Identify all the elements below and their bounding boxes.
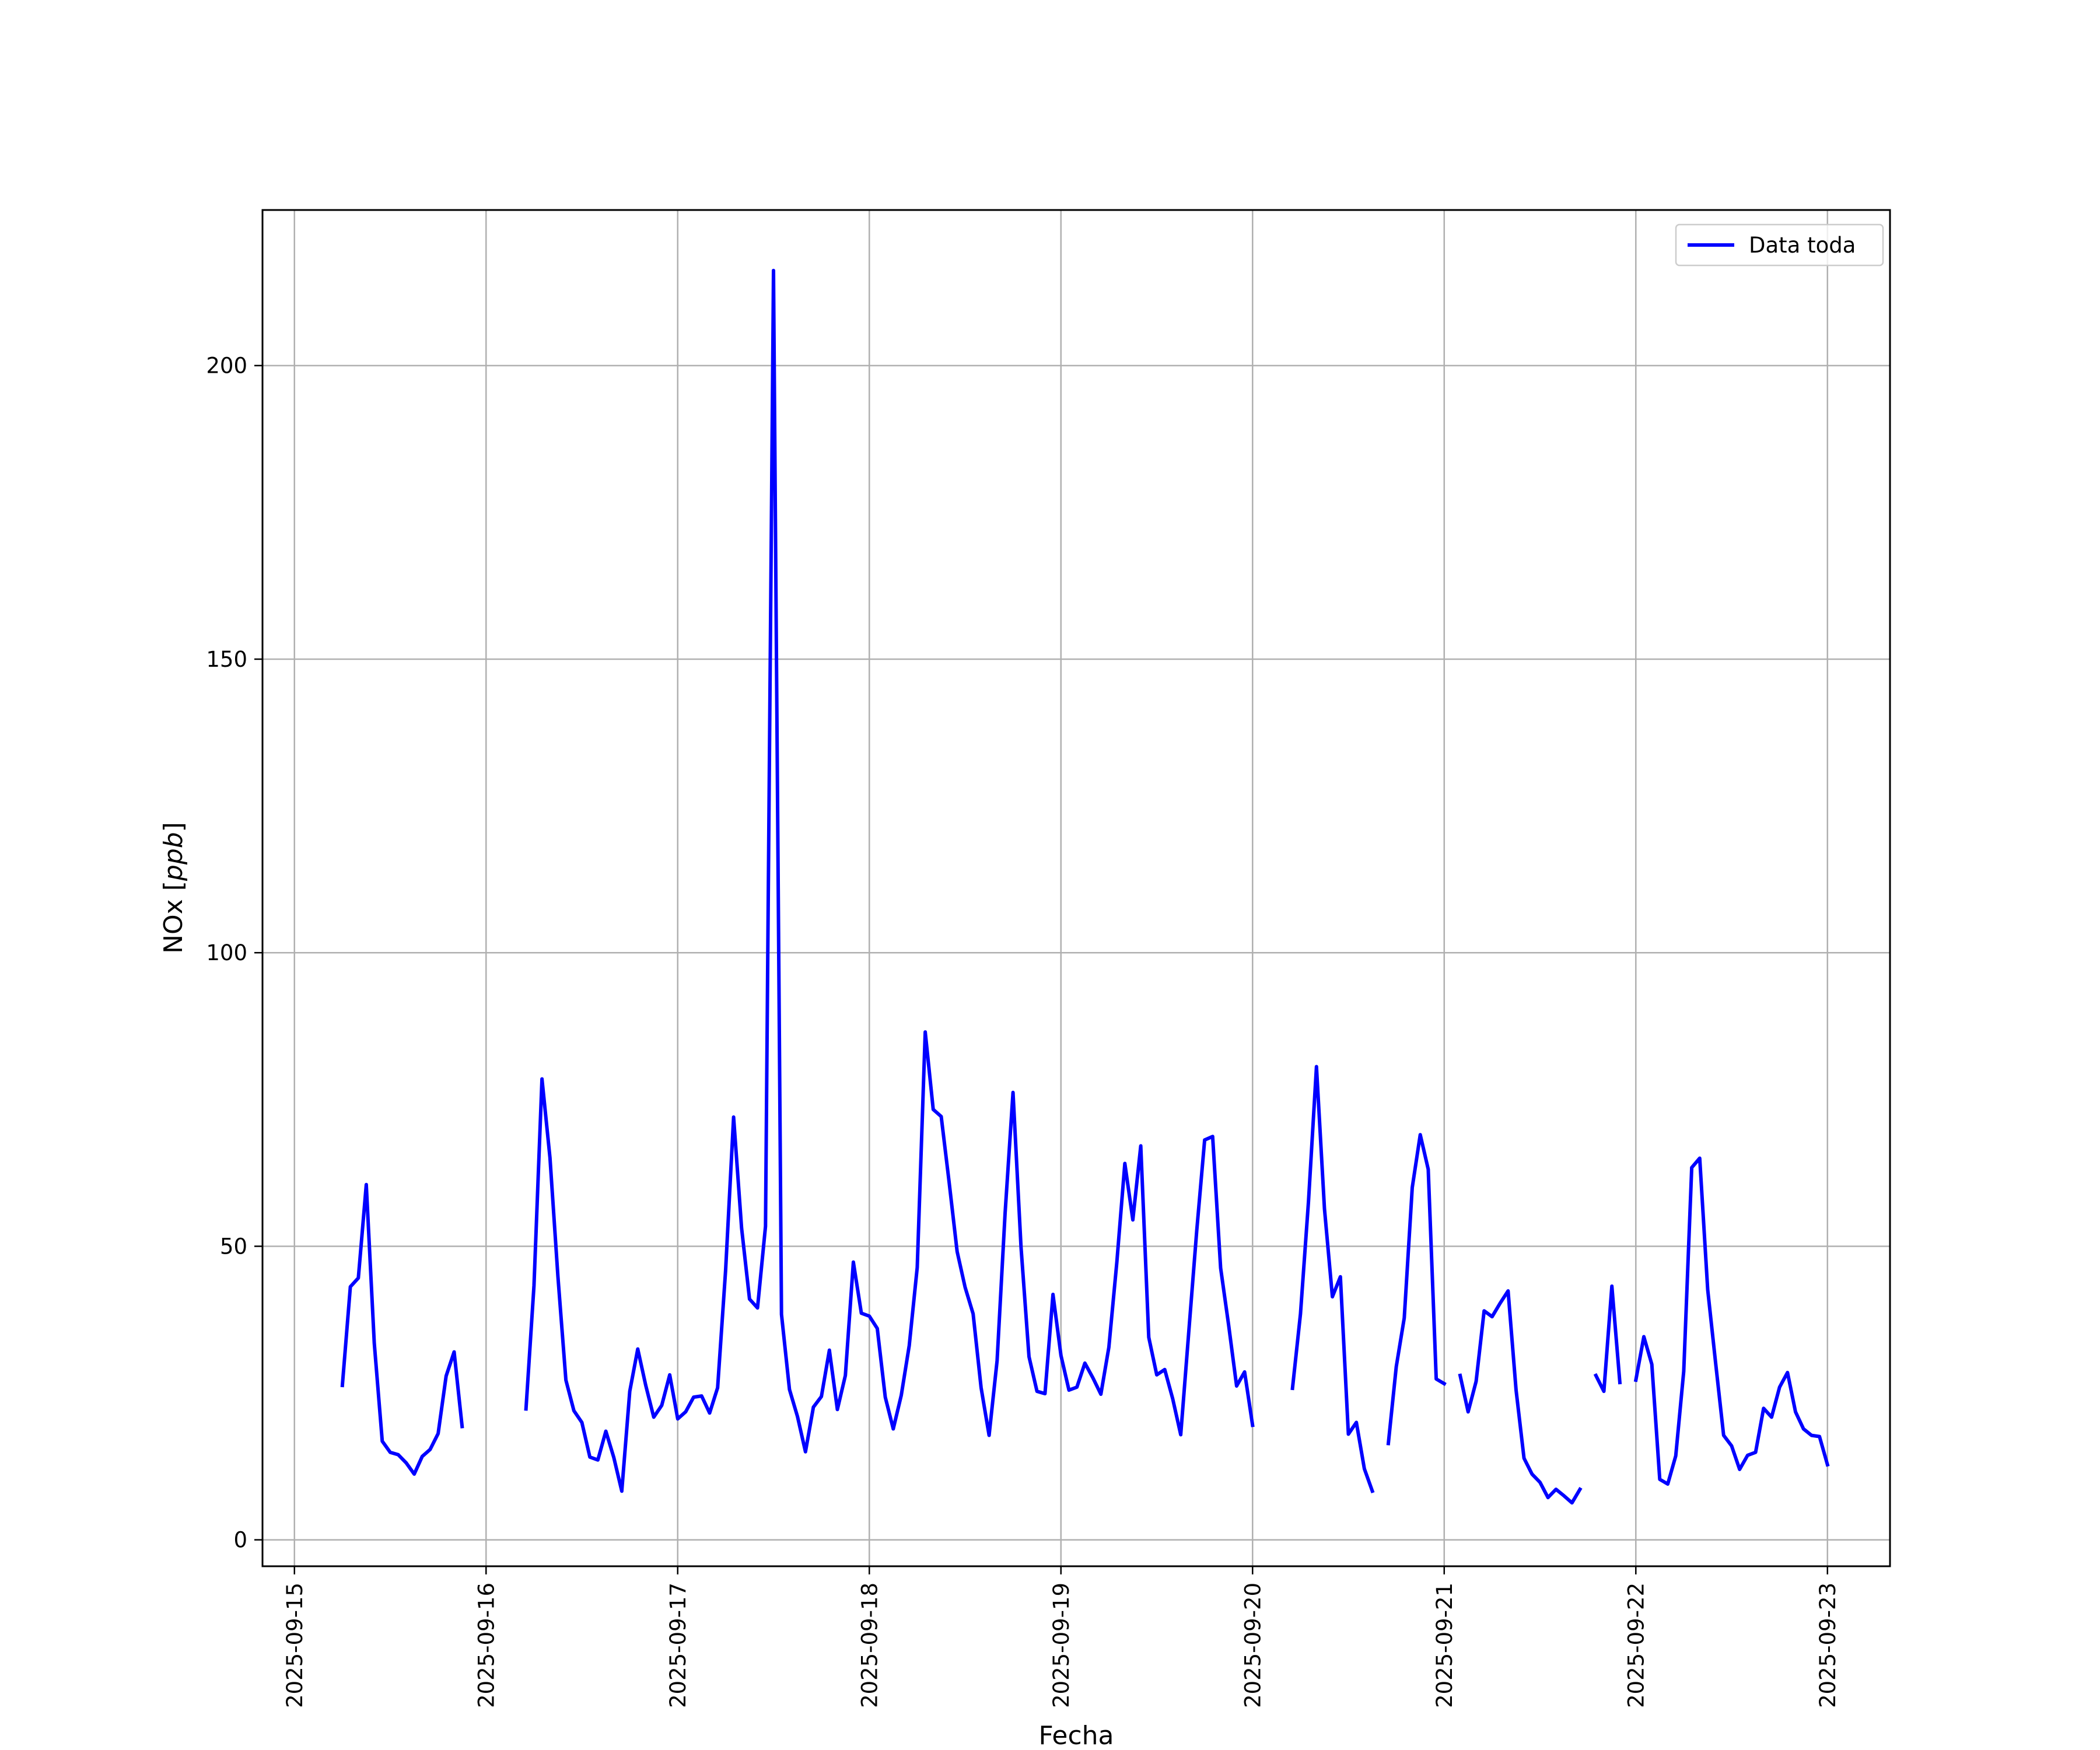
y-tick-label-4: 200 [206, 354, 247, 379]
x-tick-label-6: 2025-09-21 [1432, 1583, 1457, 1708]
y-tick-label-1: 50 [220, 1234, 247, 1259]
x-tick-label-5: 2025-09-20 [1240, 1583, 1265, 1708]
x-axis-ticks: 2025-09-15 2025-09-16 2025-09-17 2025-09-18… [282, 1566, 1840, 1708]
y-tick-label-3: 150 [206, 647, 247, 672]
x-tick-label-2: 2025-09-17 [666, 1583, 691, 1708]
x-tick-label-8: 2025-09-23 [1815, 1583, 1840, 1708]
y-axis-label: NOx [ppb] [159, 822, 188, 954]
x-tick-label-4: 2025-09-19 [1049, 1583, 1074, 1708]
x-tick-label-3: 2025-09-18 [857, 1583, 882, 1708]
plot-frame [261, 209, 1891, 1567]
x-tick-label-0: 2025-09-15 [282, 1583, 307, 1708]
y-axis-label-name: NOx [159, 899, 188, 954]
legend-label-data-toda: Data toda [1749, 233, 1856, 258]
x-axis-label: Fecha [1038, 1721, 1114, 1750]
y-tick-label-2: 100 [206, 940, 247, 965]
y-axis-ticks: 0 50 100 150 200 [206, 354, 262, 1553]
x-tick-label-7: 2025-09-22 [1623, 1583, 1648, 1708]
series-layer [340, 268, 1830, 1505]
legend: Data toda [1675, 223, 1884, 267]
legend-frame [1675, 223, 1884, 267]
series-line-0 [340, 268, 1830, 1505]
y-axis-label-unit: ppb [159, 832, 188, 881]
x-tick-label-1: 2025-09-16 [474, 1583, 499, 1708]
y-tick-label-0: 0 [233, 1528, 247, 1553]
grid-lines [262, 210, 1890, 1566]
